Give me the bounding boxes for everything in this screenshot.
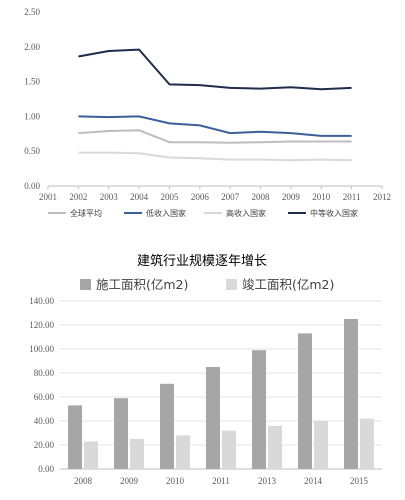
x-tick-label: 2005 <box>160 192 179 202</box>
x-tick-label: 2002 <box>69 192 87 202</box>
x-tick-label: 2009 <box>282 192 301 202</box>
x-tick-label: 2008 <box>74 476 93 486</box>
x-tick-label: 2008 <box>252 192 271 202</box>
y-tick-label: 20.00 <box>34 440 55 450</box>
legend-label: 施工面积(亿m2) <box>96 277 188 292</box>
x-tick-label: 2015 <box>350 476 369 486</box>
bar <box>344 319 358 469</box>
y-tick-label: 40.00 <box>34 416 55 426</box>
x-tick-label: 2001 <box>39 192 57 202</box>
y-tick-label: 2.00 <box>24 42 40 52</box>
y-tick-label: 140.00 <box>29 296 54 306</box>
x-tick-label: 2011 <box>343 192 361 202</box>
legend-label: 高收入国家 <box>226 208 266 218</box>
bar <box>268 425 282 469</box>
x-tick-label: 2006 <box>191 192 210 202</box>
series-line <box>78 151 352 162</box>
x-tick-label: 2011 <box>212 476 230 486</box>
bar <box>206 367 220 469</box>
legend-swatch <box>80 279 91 290</box>
bar <box>314 421 328 469</box>
y-tick-label: 120.00 <box>29 320 54 330</box>
bar <box>114 398 128 469</box>
x-tick-label: 2012 <box>373 192 391 202</box>
bar <box>84 441 98 469</box>
legend-swatch <box>226 279 237 290</box>
bar <box>360 418 374 469</box>
line-chart-canvas: 0.00 0.50 1.00 1.50 2.00 2.50 2001 2002 2003 2004… <box>24 7 391 218</box>
bar <box>68 405 82 469</box>
x-tick-label: 2009 <box>120 476 139 486</box>
y-tick-label: 100.00 <box>29 344 54 354</box>
bar <box>298 333 312 469</box>
chart-title: 建筑行业规模逐年增长 <box>137 253 267 269</box>
x-tick-label: 2004 <box>130 192 149 202</box>
x-tick-label: 2003 <box>100 192 119 202</box>
bar <box>252 350 266 469</box>
legend-label: 竣工面积(亿m2) <box>242 277 334 292</box>
x-tick-label: 2013 <box>258 476 277 486</box>
y-tick-label: 0.00 <box>24 181 40 191</box>
y-tick-label: 1.00 <box>24 111 40 121</box>
series-line <box>78 115 352 137</box>
legend-label: 低收入国家 <box>146 208 186 218</box>
series-line <box>78 48 352 91</box>
y-tick-label: 0.00 <box>38 464 54 474</box>
x-tick-label: 2014 <box>304 476 323 486</box>
bar <box>176 435 190 469</box>
bar-chart: 建筑行业规模逐年增长施工面积(亿m2) 竣工面积(亿m2) 0.00 20.00 40.… <box>0 245 405 496</box>
y-tick-label: 80.00 <box>34 368 55 378</box>
x-tick-label: 2010 <box>312 192 331 202</box>
y-tick-label: 2.50 <box>24 7 40 17</box>
bar <box>222 430 236 469</box>
bar <box>130 439 144 469</box>
series-line <box>78 129 352 144</box>
x-tick-label: 2010 <box>166 476 185 486</box>
y-tick-label: 60.00 <box>34 392 55 402</box>
line-chart: 0.00 0.50 1.00 1.50 2.00 2.50 2001 2002 2003 2004… <box>0 0 405 245</box>
x-tick-label: 2007 <box>221 192 240 202</box>
legend-label: 中等收入国家 <box>310 208 358 218</box>
y-tick-label: 0.50 <box>24 146 40 156</box>
legend-label: 全球平均 <box>70 208 102 218</box>
bar <box>160 383 174 469</box>
y-tick-label: 1.50 <box>24 77 40 87</box>
